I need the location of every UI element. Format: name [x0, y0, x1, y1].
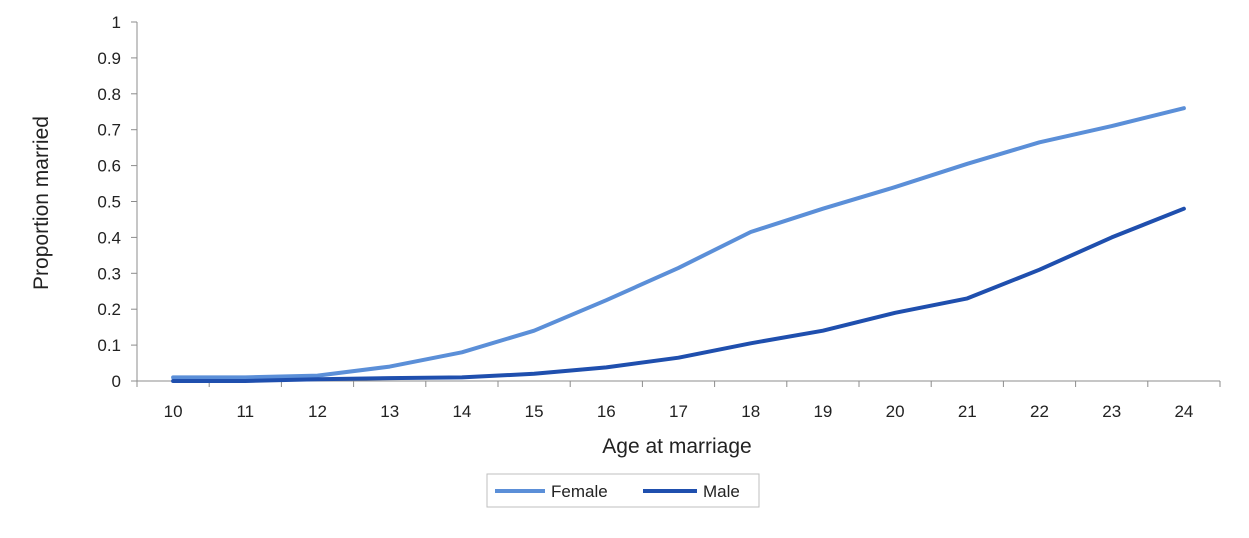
x-tick-label: 18 — [741, 402, 760, 421]
legend: Female Male — [486, 473, 760, 508]
x-tick-label: 20 — [886, 402, 905, 421]
x-tick-label: 15 — [525, 402, 544, 421]
x-tick-label: 17 — [669, 402, 688, 421]
series-line-female — [171, 106, 1186, 380]
y-tick-label: 0.3 — [97, 264, 121, 283]
y-tick-label: 0.4 — [97, 228, 121, 247]
y-tick-label: 0.7 — [97, 121, 121, 140]
x-tick-label: 14 — [452, 402, 471, 421]
x-tick-label: 11 — [236, 402, 254, 421]
x-tick-label: 13 — [380, 402, 399, 421]
series-line-male — [171, 206, 1186, 383]
y-tick-label: 0.6 — [97, 157, 121, 176]
x-tick-label: 19 — [813, 402, 832, 421]
x-tick-label: 12 — [308, 402, 327, 421]
y-tick-label: 0.2 — [97, 300, 121, 319]
x-axis-ticks: 10 11 12 13 14 15 16 17 18 19 20 21 22 23 24 — [136, 381, 1221, 421]
y-axis-title: Proportion married — [30, 116, 53, 290]
x-axis-title: Age at marriage — [602, 435, 751, 458]
legend-label-female: Female — [551, 482, 608, 501]
y-tick-label: 0.5 — [97, 193, 121, 212]
y-axis-ticks: 0 0.1 0.2 0.3 0.4 0.5 0.6 0.7 0.8 0.9 1 — [97, 13, 137, 391]
legend-label-male: Male — [703, 482, 740, 501]
x-tick-label: 22 — [1030, 402, 1049, 421]
y-tick-label: 0.1 — [97, 336, 121, 355]
x-tick-label: 16 — [597, 402, 616, 421]
x-tick-label: 21 — [958, 402, 977, 421]
x-tick-label: 10 — [164, 402, 183, 421]
x-tick-label: 23 — [1102, 402, 1121, 421]
x-tick-label: 24 — [1174, 402, 1193, 421]
series-lines — [171, 106, 1186, 383]
y-tick-label: 1 — [112, 13, 121, 32]
y-tick-label: 0 — [112, 372, 121, 391]
y-tick-label: 0.8 — [97, 85, 121, 104]
y-tick-label: 0.9 — [97, 49, 121, 68]
